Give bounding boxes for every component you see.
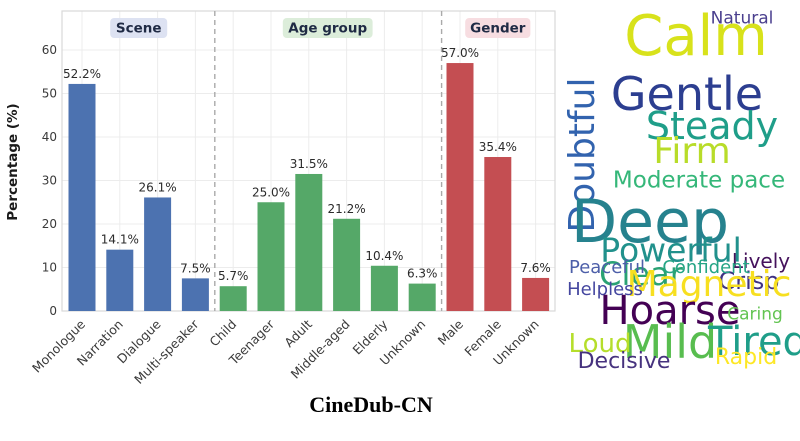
bar-child bbox=[219, 286, 247, 311]
bar-value-label: 5.7% bbox=[218, 269, 249, 283]
bar-chart: 0 10 20 30 40 50 60 Percentage (%) 52.2% Monologu… bbox=[5, 10, 556, 417]
wordcloud-word-decisive: Decisive bbox=[577, 349, 671, 374]
wordcloud-word-gentle: Gentle bbox=[610, 67, 764, 121]
bar-value-label: 57.0% bbox=[441, 46, 479, 60]
wordcloud-word-magnetic: Magnetic bbox=[626, 264, 792, 305]
bar-value-label: 14.1% bbox=[101, 233, 139, 247]
bar-value-label: 21.2% bbox=[328, 202, 366, 216]
wordcloud-word-lively: Lively bbox=[731, 249, 791, 273]
bar-male bbox=[446, 63, 474, 311]
y-tick-label: 60 bbox=[42, 43, 57, 57]
wordcloud-word-natural: Natural bbox=[710, 8, 774, 29]
bar-value-label: 25.0% bbox=[252, 185, 290, 199]
y-axis-label: Percentage (%) bbox=[5, 103, 21, 220]
wordcloud-word-calm: Calm bbox=[624, 4, 768, 69]
bar-value-label: 35.4% bbox=[479, 140, 517, 154]
bar-monologue bbox=[68, 83, 96, 312]
wordcloud-word-loud: Loud bbox=[568, 329, 632, 359]
group-badge-label: Gender bbox=[470, 21, 526, 37]
group-badge bbox=[465, 18, 531, 38]
y-tick-label: 40 bbox=[42, 130, 57, 144]
wordcloud-word-firm: Firm bbox=[653, 131, 731, 172]
wordcloud-word-tired: Tired bbox=[708, 319, 800, 365]
wordcloud-word-confident: Confident bbox=[662, 257, 750, 278]
bar-adult bbox=[295, 173, 323, 311]
wordcloud-word-steady: Steady bbox=[645, 104, 779, 148]
wordcloud-word-peaceful: Peaceful bbox=[568, 257, 646, 278]
bar-value-label: 52.2% bbox=[63, 67, 101, 81]
y-tick-label: 30 bbox=[42, 174, 57, 188]
x-tick-label: Child bbox=[206, 317, 239, 350]
bar-value-label: 6.3% bbox=[407, 267, 438, 281]
wordcloud-word-powerful: Powerful bbox=[600, 230, 742, 270]
bar-unknown bbox=[522, 277, 550, 311]
bar-value-label: 7.6% bbox=[520, 261, 551, 275]
bar-dialogue bbox=[144, 197, 172, 311]
bar-multi-speaker bbox=[181, 278, 209, 311]
group-badge bbox=[282, 18, 373, 38]
bar-elderly bbox=[370, 265, 398, 311]
bar-value-label: 7.5% bbox=[180, 261, 211, 275]
wordcloud-word-caring: Caring bbox=[727, 304, 783, 325]
y-tick-label: 50 bbox=[42, 87, 57, 101]
y-tick-label: 10 bbox=[42, 261, 57, 275]
bar-unknown bbox=[408, 283, 436, 311]
figure-title: CineDub-CN bbox=[309, 392, 433, 417]
wordcloud-word-hoarse: Hoarse bbox=[599, 288, 741, 334]
x-tick-label: Adult bbox=[281, 316, 315, 350]
wordcloud-word-clear: Clear bbox=[599, 255, 683, 293]
wordcloud-word-helpless: Helpless bbox=[567, 279, 643, 300]
wordcloud-word-crisp: Crisp bbox=[718, 267, 780, 295]
bar-value-label: 31.5% bbox=[290, 157, 328, 171]
bar-teenager bbox=[257, 202, 285, 311]
x-tick-label: Monologue bbox=[29, 316, 88, 375]
wordcloud-word-moderate-pace: Moderate pace bbox=[612, 167, 786, 194]
y-tick-label: 0 bbox=[49, 304, 57, 318]
bar-narration bbox=[106, 249, 134, 311]
group-badge-label: Age group bbox=[288, 21, 367, 37]
wordcloud: Calm Natural Doubtful Gentle Steady Firm Moder… bbox=[558, 0, 800, 441]
bar-value-label: 26.1% bbox=[139, 180, 177, 194]
group-badge-label: Scene bbox=[116, 21, 162, 37]
bar-value-label: 10.4% bbox=[365, 249, 403, 263]
wordcloud-word-mild: Mild bbox=[622, 315, 718, 369]
wordcloud-word-deep: Deep bbox=[570, 187, 730, 257]
bar-middle-aged bbox=[333, 218, 361, 311]
bar-female bbox=[484, 157, 512, 311]
group-badge bbox=[110, 18, 168, 38]
x-tick-label: Male bbox=[435, 316, 467, 348]
y-tick-label: 20 bbox=[42, 217, 57, 231]
wordcloud-word-rapid: Rapid bbox=[714, 345, 778, 370]
